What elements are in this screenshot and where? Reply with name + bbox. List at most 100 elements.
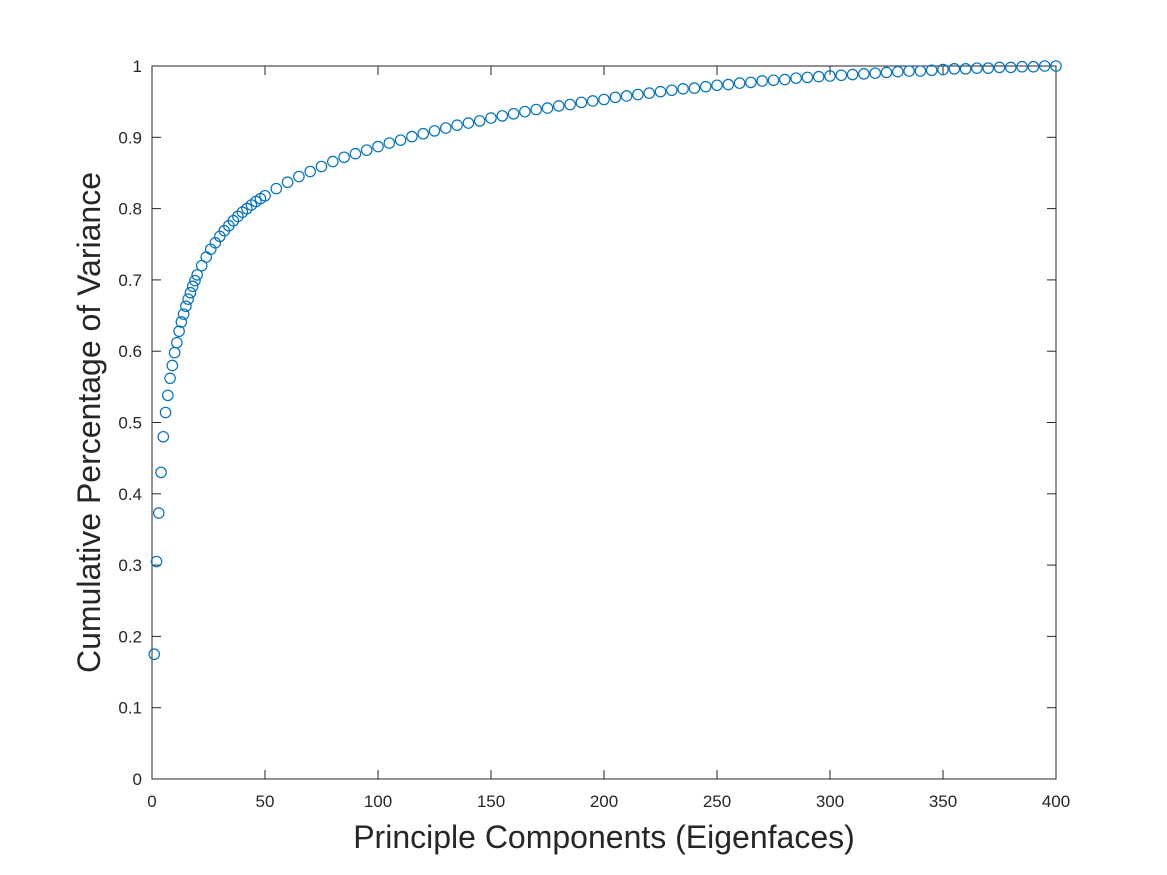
data-point	[745, 76, 757, 89]
data-point	[162, 389, 174, 402]
data-point	[485, 112, 497, 124]
data-point	[394, 134, 407, 146]
data-point	[360, 144, 373, 156]
data-point	[259, 189, 271, 202]
data-point	[677, 83, 689, 95]
data-point	[171, 336, 183, 349]
data-point	[1004, 61, 1017, 74]
data-point	[914, 65, 927, 77]
data-point	[148, 648, 161, 661]
x-tick-labels: 0 50 100 150 200 250 300 350 400	[147, 792, 1070, 811]
x-tick-label: 400	[1042, 792, 1070, 811]
y-tick-label: 0.7	[118, 271, 142, 290]
data-point	[937, 63, 949, 76]
y-tick-label: 0.2	[118, 627, 142, 646]
data-point	[711, 79, 723, 92]
data-point	[790, 72, 802, 84]
data-point	[451, 119, 463, 131]
y-tick-label: 0.6	[118, 342, 142, 361]
data-point	[164, 372, 176, 385]
data-point	[530, 103, 542, 116]
data-point	[383, 137, 396, 149]
data-point	[575, 96, 588, 109]
data-point	[869, 67, 881, 79]
data-point	[801, 71, 814, 84]
data-point	[270, 182, 283, 195]
data-point	[326, 155, 339, 168]
data-point	[281, 176, 294, 189]
data-markers	[148, 60, 1062, 661]
data-point	[971, 62, 983, 74]
data-point	[189, 274, 201, 287]
data-point	[304, 165, 316, 178]
data-point	[293, 170, 305, 183]
data-point	[586, 95, 599, 107]
data-point	[564, 98, 576, 111]
data-point	[812, 70, 825, 83]
ticks	[151, 65, 1057, 780]
data-point	[184, 286, 197, 299]
data-point	[824, 70, 836, 82]
data-point	[598, 93, 610, 106]
y-tick-label: 0	[133, 770, 142, 789]
y-axis-label: Cumulative Percentage of Variance	[71, 172, 107, 673]
data-point	[835, 69, 848, 82]
data-point	[166, 359, 179, 372]
data-point	[372, 140, 384, 153]
y-tick-label: 0.1	[118, 699, 142, 718]
data-point	[200, 251, 213, 263]
x-tick-label: 150	[477, 792, 505, 811]
data-point	[152, 507, 165, 519]
x-tick-label: 200	[590, 792, 618, 811]
data-point	[315, 160, 328, 173]
x-tick-label: 350	[929, 792, 957, 811]
data-point	[846, 68, 859, 81]
data-point	[858, 68, 870, 80]
y-tick-label: 1	[133, 57, 142, 76]
data-point	[1050, 60, 1062, 72]
data-point	[507, 107, 520, 120]
data-point	[439, 122, 452, 134]
data-point	[654, 85, 667, 98]
data-point	[186, 280, 199, 293]
data-point	[180, 300, 192, 313]
data-point	[150, 555, 163, 568]
y-tick-label: 0.5	[118, 414, 142, 433]
data-point	[175, 316, 188, 328]
data-point	[552, 100, 565, 112]
data-point	[177, 308, 190, 320]
x-tick-label: 100	[364, 792, 392, 811]
data-point	[891, 65, 904, 78]
data-point	[496, 110, 509, 122]
y-tick-label: 0.8	[118, 200, 142, 219]
y-tick-labels: 0 0.1 0.2 0.3 0.4 0.5 0.6 0.7 0.8 0.9 1	[118, 57, 142, 789]
data-point	[541, 102, 554, 114]
data-point	[1016, 60, 1028, 73]
data-point	[417, 127, 429, 140]
data-point	[232, 210, 244, 223]
data-point	[620, 90, 633, 102]
x-tick-label: 250	[703, 792, 731, 811]
data-point	[903, 65, 915, 77]
data-point	[182, 293, 194, 305]
data-point	[688, 82, 701, 94]
data-point	[880, 66, 893, 79]
data-point	[778, 73, 791, 86]
axes-box	[151, 65, 1057, 780]
data-point	[643, 87, 655, 99]
data-point	[993, 61, 1006, 74]
x-tick-label: 300	[816, 792, 844, 811]
y-tick-label: 0.9	[118, 128, 142, 147]
data-point	[948, 63, 961, 75]
plot-area	[148, 60, 1062, 780]
data-point	[191, 269, 203, 281]
data-point	[609, 91, 622, 104]
data-point	[767, 74, 780, 87]
data-point	[168, 346, 181, 359]
data-point	[722, 78, 735, 91]
data-point	[959, 63, 972, 75]
data-point	[473, 115, 486, 127]
data-point	[665, 84, 678, 97]
x-tick-label: 50	[256, 792, 275, 811]
